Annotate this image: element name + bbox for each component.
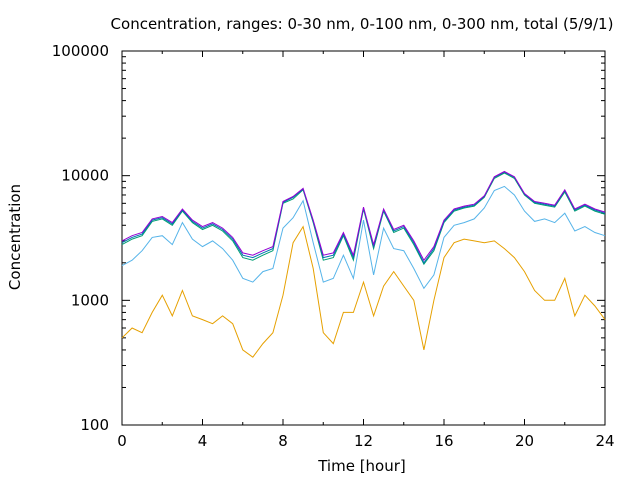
x-tick-label: 12	[354, 432, 373, 450]
y-tick-label: 10000	[61, 167, 109, 185]
y-axis-label: Concentration	[6, 184, 24, 290]
chart-title: Concentration, ranges: 0-30 nm, 0-100 nm…	[111, 15, 614, 33]
series-line-5	[121, 170, 606, 262]
series-line-2	[121, 185, 606, 290]
x-axis-label: Time [hour]	[317, 457, 406, 475]
x-tick-label: 20	[515, 432, 534, 450]
series-line-1	[121, 225, 606, 358]
x-tick-label: 0	[117, 432, 127, 450]
y-tick-label: 100000	[52, 42, 109, 60]
y-tick-label: 1000	[71, 291, 109, 309]
x-tick-label: 4	[198, 432, 208, 450]
plot-area: 0 4 8 12 16 20 24 100 1000 10000 100000	[52, 42, 615, 450]
x-tick-label: 24	[595, 432, 614, 450]
y-tick-label: 100	[80, 416, 109, 434]
series-line-4	[121, 171, 606, 264]
plot-frame	[121, 50, 606, 426]
x-tick-label: 8	[278, 432, 288, 450]
x-tick-label: 16	[434, 432, 453, 450]
